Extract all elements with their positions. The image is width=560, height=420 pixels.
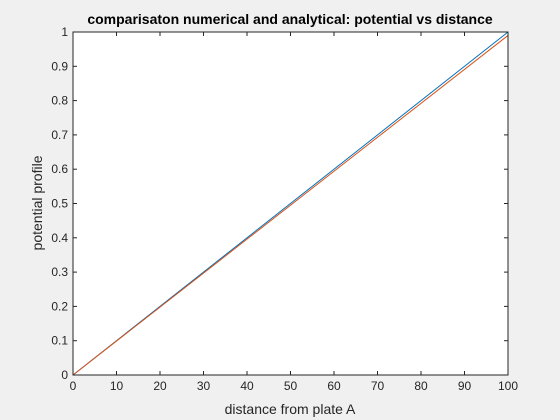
y-tick-label: 0 [61, 368, 68, 382]
y-tick-label: 0.1 [51, 334, 68, 348]
y-tick-label: 0.8 [51, 94, 68, 108]
y-axis-label: potential profile [29, 155, 45, 250]
x-tick-label: 40 [240, 379, 254, 393]
x-tick-label: 10 [110, 379, 124, 393]
x-tick-label: 50 [284, 379, 298, 393]
x-tick-label: 0 [70, 379, 77, 393]
x-tick-label: 30 [197, 379, 211, 393]
x-tick-label: 60 [327, 379, 341, 393]
y-tick-label: 1 [61, 25, 68, 39]
x-tick-label: 80 [414, 379, 428, 393]
x-tick-label: 20 [153, 379, 167, 393]
x-tick-label: 100 [498, 379, 518, 393]
y-tick-label: 0.5 [51, 197, 68, 211]
x-tick-label: 70 [371, 379, 385, 393]
y-tick-label: 0.6 [51, 162, 68, 176]
x-tick-label: 90 [458, 379, 472, 393]
y-tick-label: 0.3 [51, 265, 68, 279]
y-tick-label: 0.7 [51, 128, 68, 142]
chart-title: comparisaton numerical and analytical: p… [87, 11, 493, 27]
y-tick-label: 0.9 [51, 59, 68, 73]
y-tick-label: 0.4 [51, 231, 68, 245]
y-tick-label: 0.2 [51, 299, 68, 313]
x-axis-label: distance from plate A [225, 401, 356, 417]
